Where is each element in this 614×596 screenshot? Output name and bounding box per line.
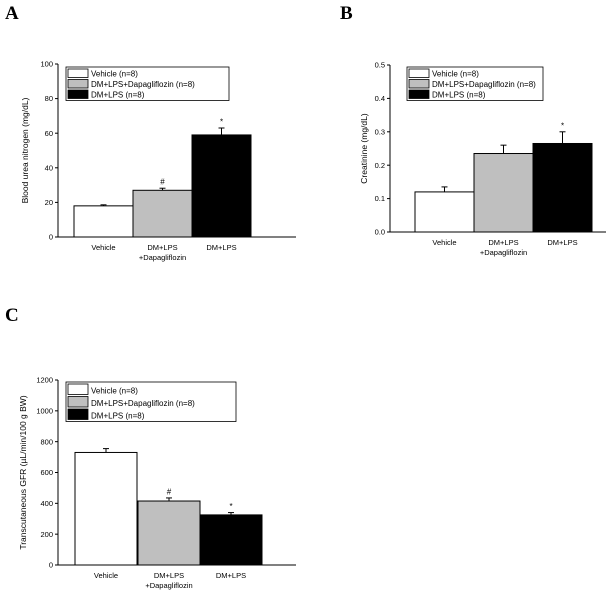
y-axis-label: Transcutaneous GFR (µL/min/100 g BW) — [18, 395, 28, 550]
category-label: DM+LPS — [547, 238, 577, 247]
significance-marker: * — [561, 121, 564, 130]
y-tick-label: 0.4 — [375, 94, 385, 103]
category-label: Vehicle — [94, 571, 118, 580]
y-tick-label: 0.1 — [375, 194, 385, 203]
category-label: DM+LPS +Dapagliflozin — [145, 571, 192, 590]
y-tick-label: 0.2 — [375, 161, 385, 170]
y-tick-label: 0 — [49, 561, 53, 570]
y-tick-label: 0.3 — [375, 127, 385, 136]
legend-entry: Vehicle (n=8) — [432, 69, 479, 78]
legend-swatch — [67, 79, 89, 89]
legend-entry: DM+LPS (n=8) — [432, 90, 486, 99]
y-tick-label: 100 — [40, 60, 53, 69]
y-tick-label: 0.5 — [375, 61, 385, 70]
y-tick-label: 0 — [49, 233, 53, 242]
panel-letter: C — [5, 305, 19, 326]
chart-panel-c: C 0 200 400 600 800 1000 1200 Transcutaneous GFR… — [5, 305, 296, 590]
bar-3 — [199, 514, 263, 566]
bar-3 — [191, 134, 252, 238]
legend-swatch — [408, 79, 430, 89]
legend-box — [65, 66, 230, 101]
legend-swatch — [408, 89, 430, 99]
legend-entry: DM+LPS+Dapagliflozin (n=8) — [432, 80, 536, 89]
legend-entry: Vehicle (n=8) — [91, 69, 138, 78]
significance-marker: # — [167, 487, 172, 496]
y-tick-label: 20 — [45, 198, 53, 207]
legend-swatch — [67, 396, 89, 408]
panel-letter: B — [340, 3, 353, 24]
bar-2 — [137, 500, 201, 566]
legend-swatch — [67, 408, 89, 420]
chart-panel-b: B 0.0 0.1 0.2 0.3 0.4 0.5 Creatinine (mg/dL) Veh… — [340, 3, 606, 257]
category-label: DM+LPS — [206, 243, 236, 252]
y-tick-label: 0.0 — [375, 228, 385, 237]
y-axis-label: Blood urea nitrogen (mg/dL) — [20, 97, 30, 203]
significance-marker: * — [229, 502, 232, 511]
bar-1 — [414, 191, 475, 233]
legend-box — [65, 381, 237, 422]
category-label: DM+LPS +Dapagliflozin — [480, 238, 527, 257]
legend-swatch — [67, 383, 89, 395]
chart-panel-a: A 0 20 40 60 80 100 Blood urea nitrogen (mg/dL)… — [5, 3, 296, 262]
significance-marker: * — [220, 118, 223, 127]
significance-marker: # — [160, 178, 165, 187]
y-tick-label: 60 — [45, 129, 53, 138]
legend-entry: Vehicle (n=8) — [91, 386, 138, 395]
y-tick-label: 200 — [40, 530, 53, 539]
category-label: DM+LPS +Dapagliflozin — [139, 243, 186, 262]
y-tick-label: 600 — [40, 468, 53, 477]
legend-swatch — [67, 68, 89, 78]
legend-entry: DM+LPS (n=8) — [91, 411, 145, 420]
bar-1 — [73, 205, 134, 238]
y-tick-label: 400 — [40, 499, 53, 508]
category-label: DM+LPS — [216, 571, 246, 580]
y-tick-label: 40 — [45, 163, 53, 172]
legend-swatch — [408, 68, 430, 78]
legend-swatch — [67, 89, 89, 99]
panel-letter: A — [5, 3, 19, 24]
category-label: Vehicle — [91, 243, 115, 252]
category-label: Vehicle — [432, 238, 456, 247]
legend-entry: DM+LPS+Dapagliflozin (n=8) — [91, 399, 195, 408]
y-tick-label: 80 — [45, 94, 53, 103]
bar-2 — [473, 153, 534, 233]
legend-box — [406, 66, 544, 101]
bar-2 — [132, 189, 193, 238]
y-axis-label: Creatinine (mg/dL) — [359, 113, 369, 184]
y-tick-label: 1200 — [36, 376, 53, 385]
legend-entry: DM+LPS (n=8) — [91, 90, 145, 99]
bar-3 — [532, 142, 593, 233]
y-tick-label: 1000 — [36, 406, 53, 415]
bar-1 — [74, 451, 138, 566]
legend-entry: DM+LPS+Dapagliflozin (n=8) — [91, 80, 195, 89]
y-tick-label: 800 — [40, 437, 53, 446]
